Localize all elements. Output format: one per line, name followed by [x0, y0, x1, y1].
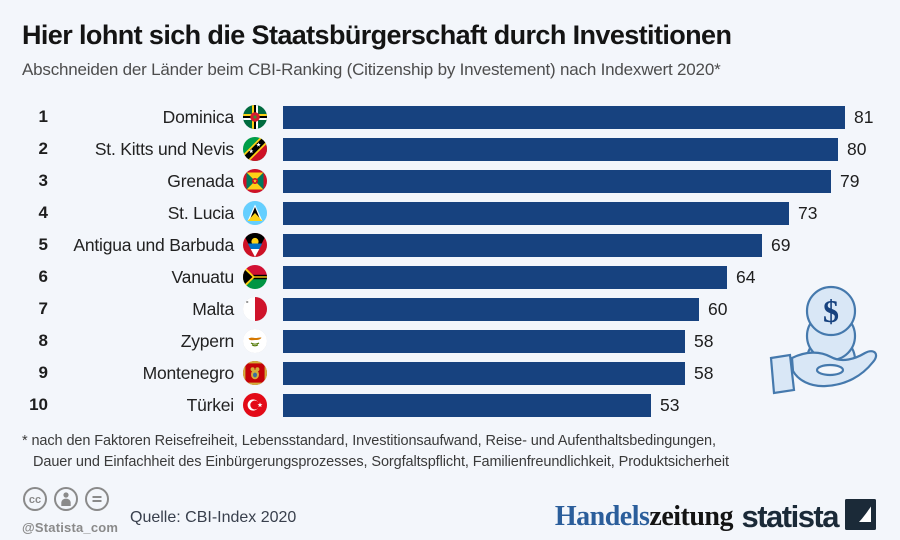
page-subtitle: Abschneiden der Länder beim CBI-Ranking … — [22, 60, 721, 79]
country-label: St. Kitts und Nevis — [94, 138, 234, 159]
table-row: 4 St. Lucia 73 — [22, 197, 878, 229]
flag-dominica-icon — [243, 105, 267, 129]
table-row: 8 Zypern 58 — [22, 325, 878, 357]
value-label: 60 — [708, 298, 728, 319]
table-row: 3 Grenada 79 — [22, 165, 878, 197]
svg-text:cc: cc — [29, 494, 41, 506]
table-row: 5 Antigua und Barbuda 69 — [22, 229, 878, 261]
source-label: Quelle: CBI-Index 2020 — [130, 509, 297, 526]
flag-tuerkei-icon — [243, 393, 267, 417]
country-label: Dominica — [162, 106, 235, 127]
bar-chart: 1 Dominica 81 2 St. Kitts und Nevis 80 3 Grenad… — [22, 101, 878, 421]
bar — [283, 201, 789, 225]
footnote-line-1: * nach den Faktoren Reisefreiheit, Leben… — [22, 433, 716, 449]
rank-label: 10 — [29, 395, 48, 414]
flag-zypern-icon — [243, 329, 267, 353]
bar — [283, 393, 651, 417]
flag-montenegro-icon — [243, 361, 267, 385]
country-label: Malta — [192, 298, 234, 319]
statista-handle: @Statista_com — [22, 520, 119, 535]
flag-st-lucia-icon — [243, 201, 267, 225]
page-title: Hier lohnt sich die Staatsbürgerschaft d… — [22, 20, 732, 50]
cc-icon: cc — [22, 486, 48, 517]
statista-logo-text: statista — [741, 499, 839, 534]
table-row: 7 Malta 60 — [22, 293, 878, 325]
table-row: 10 Türkei 53 — [22, 389, 878, 421]
bar — [283, 105, 845, 129]
value-label: 58 — [694, 330, 714, 351]
country-label: Grenada — [167, 170, 234, 191]
flag-malta-icon — [243, 297, 267, 321]
bar — [283, 329, 685, 353]
value-label: 73 — [798, 202, 818, 223]
footnote-line-2: Dauer und Einfachheit des Einbürgerungsp… — [33, 454, 729, 470]
table-row: 1 Dominica 81 — [22, 101, 878, 133]
rank-label: 9 — [38, 363, 48, 382]
bar — [283, 265, 727, 289]
country-label: Vanuatu — [171, 266, 235, 287]
handelszeitung-logo-part1: Handels — [554, 501, 650, 532]
value-label: 79 — [840, 170, 860, 191]
footnote: * nach den Faktoren Reisefreiheit, Leben… — [22, 431, 729, 473]
statista-logo: statista — [741, 499, 876, 535]
header: Hier lohnt sich die Staatsbürgerschaft d… — [22, 20, 878, 80]
hand-with-coins-icon: $ — [768, 284, 880, 425]
country-label: Türkei — [186, 394, 235, 415]
value-label: 80 — [847, 138, 867, 159]
cc-license-icons: cc — [22, 486, 118, 517]
handelszeitung-logo-part2: zeitung — [649, 501, 733, 532]
statista-logo-icon — [845, 499, 876, 535]
rank-label: 3 — [38, 171, 48, 190]
bar — [283, 233, 762, 257]
flag-st-kitts-und-nevis-icon — [243, 137, 267, 161]
dollar-symbol: $ — [823, 293, 839, 329]
rank-label: 7 — [38, 299, 48, 318]
bar — [283, 361, 685, 385]
flag-antigua-und-barbuda-icon — [243, 233, 267, 257]
table-row: 2 St. Kitts und Nevis 80 — [22, 133, 878, 165]
value-label: 64 — [736, 266, 756, 287]
rank-label: 6 — [38, 267, 48, 286]
country-label: Montenegro — [142, 362, 235, 383]
country-label: Zypern — [180, 330, 234, 351]
rank-label: 5 — [38, 235, 48, 254]
bar — [283, 297, 699, 321]
rank-label: 1 — [38, 107, 48, 126]
bar — [283, 137, 838, 161]
bar — [283, 169, 831, 193]
value-label: 53 — [660, 394, 680, 415]
table-row: 9 Montenegro 58 — [22, 357, 878, 389]
country-label: Antigua und Barbuda — [73, 234, 234, 255]
value-label: 58 — [694, 362, 714, 383]
value-label: 69 — [771, 234, 791, 255]
flag-grenada-icon — [243, 169, 267, 193]
handelszeitung-logo: Handelszeitung — [554, 501, 734, 533]
rank-label: 4 — [38, 203, 48, 222]
cc-nd-icon — [84, 486, 110, 517]
rank-label: 8 — [38, 331, 48, 350]
flag-vanuatu-icon — [243, 265, 267, 289]
country-label: St. Lucia — [167, 202, 234, 223]
cc-by-icon — [53, 486, 79, 517]
value-label: 81 — [854, 106, 874, 127]
license-block: cc @Statista_com — [22, 486, 118, 535]
table-row: 6 Vanuatu 64 — [22, 261, 878, 293]
rank-label: 2 — [38, 139, 48, 158]
